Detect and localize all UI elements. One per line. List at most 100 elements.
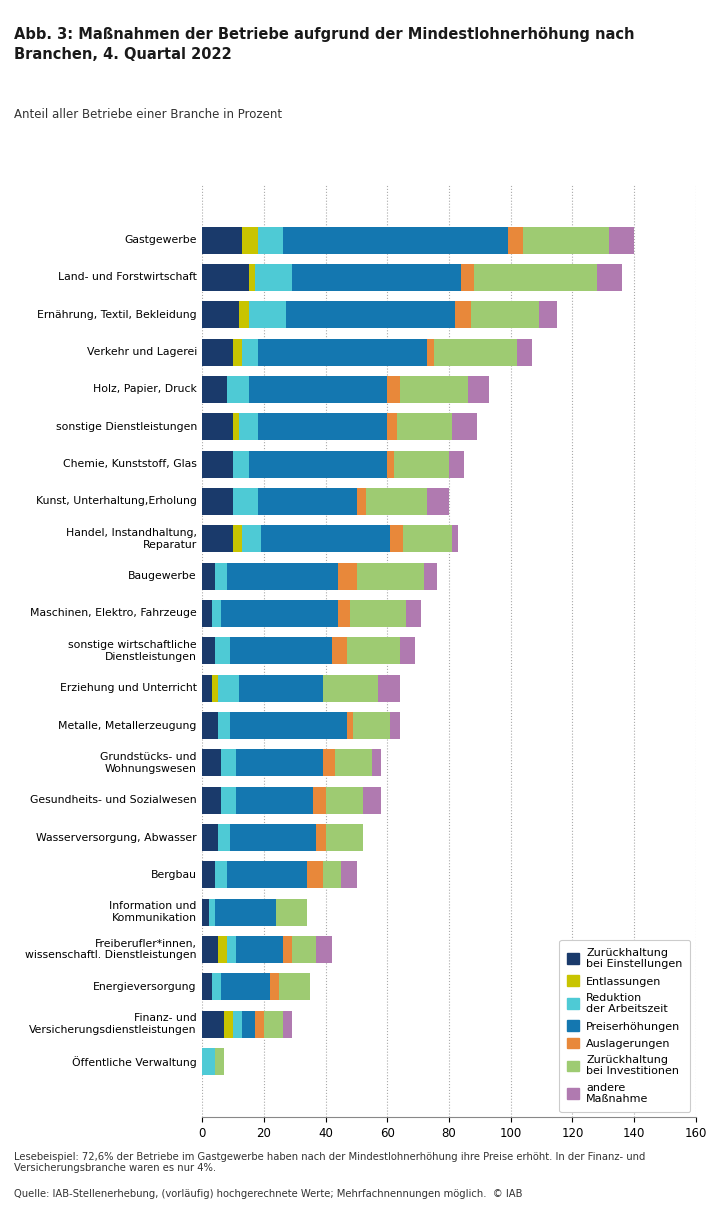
Bar [214, 1049, 224, 1074]
Bar [397, 414, 452, 440]
Bar [427, 339, 434, 366]
Bar [202, 824, 218, 851]
Bar [202, 936, 218, 963]
Bar [322, 749, 335, 776]
Bar [452, 414, 477, 440]
Bar [474, 264, 597, 291]
Bar [332, 637, 347, 664]
Bar [202, 899, 209, 926]
Bar [403, 526, 452, 553]
Bar [391, 712, 400, 739]
Bar [202, 637, 214, 664]
Bar [202, 451, 233, 478]
Bar [326, 787, 363, 814]
Bar [388, 376, 400, 403]
Bar [230, 712, 347, 739]
Bar [202, 974, 212, 1001]
Bar [202, 674, 212, 701]
Bar [233, 1011, 242, 1038]
Bar [517, 339, 532, 366]
Bar [239, 301, 248, 328]
Bar [202, 227, 242, 253]
Bar [388, 451, 393, 478]
Bar [276, 899, 307, 926]
Bar [378, 674, 400, 701]
Bar [400, 376, 468, 403]
Bar [230, 637, 332, 664]
Bar [230, 824, 317, 851]
Bar [427, 488, 449, 515]
Bar [221, 749, 236, 776]
Bar [388, 414, 397, 440]
Bar [283, 227, 508, 253]
Bar [292, 264, 462, 291]
Bar [242, 227, 258, 253]
Bar [393, 451, 449, 478]
Bar [218, 936, 227, 963]
Bar [258, 339, 427, 366]
Bar [212, 600, 221, 628]
Text: Anteil aller Betriebe einer Branche in Prozent: Anteil aller Betriebe einer Branche in P… [14, 108, 283, 122]
Bar [202, 414, 233, 440]
Bar [236, 936, 283, 963]
Bar [322, 674, 378, 701]
Bar [356, 562, 425, 589]
Bar [227, 862, 307, 888]
Bar [372, 749, 381, 776]
Bar [212, 974, 221, 1001]
Bar [202, 862, 214, 888]
Bar [317, 824, 326, 851]
Bar [233, 414, 239, 440]
Bar [233, 451, 248, 478]
Bar [508, 227, 523, 253]
Bar [236, 749, 322, 776]
Bar [258, 488, 356, 515]
Text: Quelle: IAB-Stellenerhebung, (vorläufig) hochgerechnete Werte; Mehrfachnennungen: Quelle: IAB-Stellenerhebung, (vorläufig)… [14, 1189, 523, 1199]
Bar [239, 414, 258, 440]
Bar [609, 227, 634, 253]
Bar [202, 526, 233, 553]
Bar [335, 749, 372, 776]
Bar [242, 1011, 255, 1038]
Bar [218, 824, 230, 851]
Text: Abb. 3: Maßnahmen der Betriebe aufgrund der Mindestlohnerhöhung nach
Branchen, 4: Abb. 3: Maßnahmen der Betriebe aufgrund … [14, 27, 635, 61]
Bar [233, 339, 242, 366]
Bar [202, 1049, 214, 1074]
Bar [313, 787, 326, 814]
Bar [212, 674, 218, 701]
Bar [202, 749, 221, 776]
Bar [597, 264, 622, 291]
Bar [307, 862, 322, 888]
Bar [202, 301, 239, 328]
Bar [202, 1011, 224, 1038]
Bar [248, 451, 388, 478]
Bar [255, 1011, 264, 1038]
Bar [202, 339, 233, 366]
Bar [261, 526, 390, 553]
Bar [214, 862, 227, 888]
Bar [221, 787, 236, 814]
Bar [233, 526, 242, 553]
Bar [202, 600, 212, 628]
Bar [271, 974, 280, 1001]
Bar [221, 974, 271, 1001]
Bar [214, 562, 227, 589]
Bar [218, 712, 230, 739]
Legend: Zurückhaltung
bei Einstellungen, Entlassungen, Reduktion
der Arbeitszeit, Preise: Zurückhaltung bei Einstellungen, Entlass… [559, 939, 690, 1111]
Bar [523, 227, 609, 253]
Bar [239, 674, 322, 701]
Bar [214, 637, 230, 664]
Bar [366, 488, 427, 515]
Bar [221, 600, 338, 628]
Bar [248, 376, 388, 403]
Bar [202, 376, 227, 403]
Bar [227, 562, 338, 589]
Bar [280, 974, 310, 1001]
Bar [264, 1011, 283, 1038]
Bar [283, 1011, 292, 1038]
Bar [202, 488, 233, 515]
Text: Lesebeispiel: 72,6% der Betriebe im Gastgewerbe haben nach der Mindestlohnerhöhu: Lesebeispiel: 72,6% der Betriebe im Gast… [14, 1152, 645, 1174]
Bar [338, 562, 356, 589]
Bar [317, 936, 332, 963]
Bar [462, 264, 474, 291]
